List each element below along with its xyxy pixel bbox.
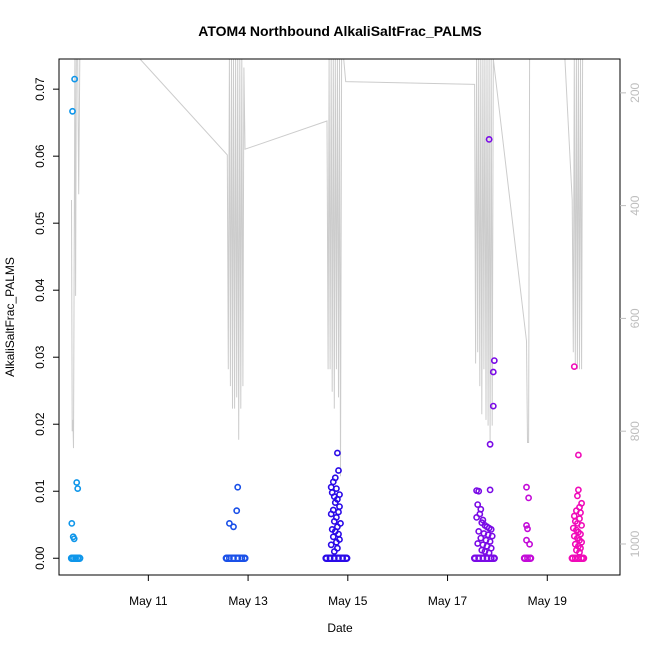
chart-title: ATOM4 Northbound AlkaliSaltFrac_PALMS [198,23,481,39]
pressure-trace-layer [71,59,584,477]
data-point [474,540,482,547]
data-point [523,536,530,544]
y-tick-label: 0.00 [33,546,47,570]
right-y-tick-label: 200 [628,83,642,103]
data-point [578,538,585,546]
data-point [489,402,497,410]
x-tick-label: May 19 [528,594,568,608]
zero-value-band [568,554,588,562]
right-y-tick-label: 1000 [628,530,642,557]
data-point [570,363,578,370]
data-point [329,533,337,541]
data-point [487,526,495,533]
series-2 [222,483,249,562]
y-tick-label: 0.01 [33,479,47,503]
x-tick-label: May 15 [328,594,368,608]
data-point [486,486,494,494]
data-point [485,135,493,143]
data-point [336,503,343,510]
data-point [526,540,533,548]
data-point [332,538,340,546]
right-y-tick-label: 600 [628,308,642,328]
data-point [576,548,583,556]
data-point [330,518,338,525]
data-point [335,508,342,516]
data-point [332,485,340,492]
zero-value-band [470,554,498,562]
data-point [225,520,233,527]
data-point [524,525,531,533]
data-point [331,499,339,506]
data-point [570,512,578,520]
data-point [523,522,530,529]
y-tick-label: 0.02 [33,412,47,436]
data-point [335,467,342,474]
data-point [335,530,342,538]
data-point [575,451,582,459]
data-point [73,479,81,486]
plot-frame [58,58,621,576]
data-point [474,501,482,508]
zero-value-band [322,554,351,562]
axes-layer: May 11 May 13 May 15 May 17 May 19 0.00 0.01 0.… [33,58,642,608]
data-point [329,478,337,486]
data-point [233,507,241,515]
data-point [230,523,237,531]
y-tick-label: 0.06 [33,144,47,168]
y-tick-label: 0.04 [33,278,47,302]
series-4 [470,135,498,562]
data-point [475,487,483,495]
data-point [525,494,532,502]
data-point [489,368,497,376]
right-y-tick-label: 800 [628,421,642,441]
data-point [577,509,584,517]
data-point [330,548,338,555]
x-tick-label: May 17 [428,594,468,608]
y-axis-label: AlkaliSaltFrac_PALMS [3,257,17,377]
x-tick-label: May 11 [129,594,168,608]
data-point [68,520,76,527]
series-5 [520,483,535,562]
data-point [327,510,335,518]
x-tick-label: May 13 [228,594,268,608]
data-point [490,357,498,364]
data-point [486,538,494,545]
y-tick-label: 0.03 [33,345,47,369]
zero-value-band [520,554,535,562]
right-y-tick-label: 400 [628,195,642,215]
x-axis-label: Date [327,621,353,635]
zero-value-band [67,554,84,562]
data-point [69,107,76,115]
data-point [486,440,494,448]
series-3 [322,449,351,562]
zero-value-band [222,554,249,562]
series-1 [67,75,84,562]
data-point [523,483,530,491]
data-point [488,532,496,540]
y-tick-label: 0.07 [33,77,47,101]
data-point [74,485,82,492]
data-point [234,483,242,491]
data-point [578,522,585,529]
data-point [574,492,581,500]
data-point [71,75,78,83]
data-point [577,530,584,538]
y-tick-label: 0.05 [33,211,47,235]
data-points-layer [67,75,588,562]
data-point [327,541,335,549]
series-6 [568,363,588,562]
data-point [575,486,582,494]
data-point [327,483,335,491]
data-point [70,535,78,543]
pressure-trace-line [71,59,584,477]
data-point [333,449,341,457]
data-point [473,514,480,521]
